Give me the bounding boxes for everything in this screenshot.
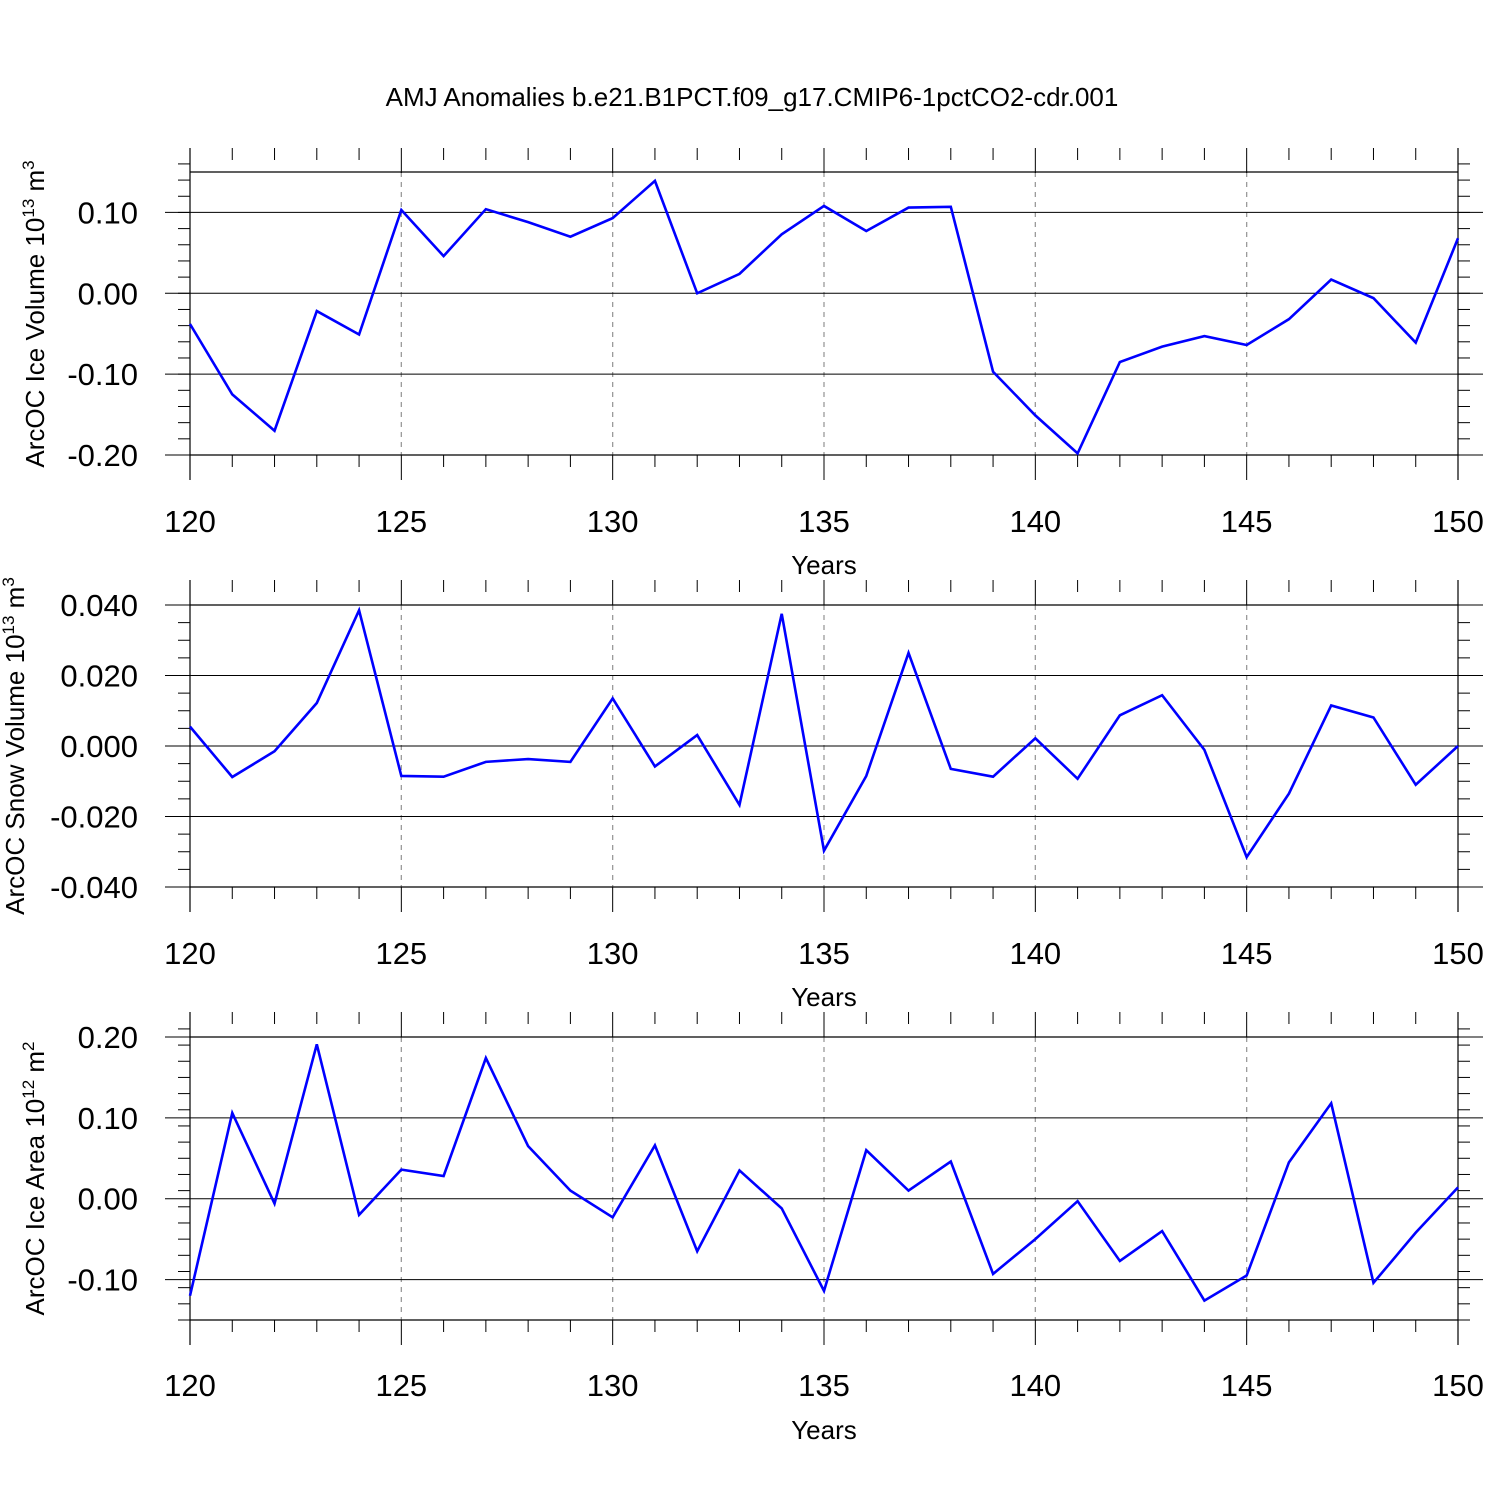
- panel-1: -0.20 -0.10 0.00 0.10 120 125 130 135 140 145 150 Y…: [19, 148, 1484, 580]
- x-tick-label: 135: [798, 1368, 850, 1403]
- x-tick-label: 125: [375, 1368, 427, 1403]
- y-tick-label: 0.000: [60, 729, 138, 764]
- panels: -0.20 -0.10 0.00 0.10 120 125 130 135 140 145 150 Y…: [0, 148, 1484, 1445]
- x-tick-label: 120: [164, 1368, 216, 1403]
- y-axis-title-exponent: 13: [19, 199, 38, 218]
- y-tick-label: -0.10: [67, 1263, 138, 1298]
- x-tick-label: 150: [1432, 504, 1484, 539]
- x-tick-label: 130: [587, 936, 639, 971]
- x-tick-label: 150: [1432, 936, 1484, 971]
- x-tick-label: 120: [164, 504, 216, 539]
- y-axis-title-exponent: 12: [19, 1080, 38, 1099]
- y-axis-title: ArcOC Snow Volume 1013 m3: [0, 577, 30, 915]
- y-axis-title-unit: m: [20, 1051, 50, 1080]
- y-tick-label: 0.00: [78, 1182, 138, 1217]
- y-axis-title-text: ArcOC Ice Area 10: [20, 1099, 50, 1316]
- y-tick-label: 0.040: [60, 588, 138, 623]
- y-axis-title: ArcOC Ice Area 1012 m2: [19, 1041, 50, 1315]
- y-tick-label: 0.10: [78, 195, 138, 230]
- x-tick-label: 145: [1221, 936, 1273, 971]
- x-tick-label: 135: [798, 504, 850, 539]
- y-tick-label: -0.040: [50, 870, 138, 905]
- y-tick-label: 0.020: [60, 659, 138, 694]
- panel-3: -0.10 0.00 0.10 0.20 120 125 130 135 140 145 150 Ye…: [19, 1012, 1484, 1445]
- y-axis-title-unit-exponent: 3: [0, 577, 18, 586]
- y-tick-label: -0.10: [67, 357, 138, 392]
- y-axis-title-unit-exponent: 3: [19, 160, 38, 169]
- x-tick-label: 130: [587, 504, 639, 539]
- y-axis-title-text: ArcOC Ice Volume 10: [20, 218, 50, 468]
- y-axis-title-unit: m: [0, 587, 30, 616]
- series-line: [188, 178, 1460, 456]
- x-tick-label: 140: [1009, 1368, 1061, 1403]
- y-axis-title-text: ArcOC Snow Volume 10: [0, 634, 30, 914]
- series-line: [189, 606, 1459, 860]
- y-axis-title: ArcOC Ice Volume 1013 m3: [19, 160, 50, 467]
- y-tick-label: -0.20: [67, 438, 138, 473]
- x-tick-label: 145: [1221, 1368, 1273, 1403]
- x-tick-label: 130: [587, 1368, 639, 1403]
- y-tick-label: 0.10: [78, 1101, 138, 1136]
- x-tick-label: 125: [375, 936, 427, 971]
- series-line: [188, 1043, 1459, 1303]
- x-axis-title: Years: [791, 982, 857, 1012]
- y-axis-title-unit-exponent: 2: [19, 1041, 38, 1050]
- y-axis-title-exponent: 13: [0, 616, 18, 635]
- x-tick-label: 140: [1009, 936, 1061, 971]
- x-axis-title: Years: [791, 1415, 857, 1445]
- panel-2: -0.040 -0.020 0.000 0.020 0.040 120 125 130 135 1…: [0, 577, 1484, 1012]
- y-axis-title-unit: m: [20, 170, 50, 199]
- x-tick-label: 150: [1432, 1368, 1484, 1403]
- y-tick-label: 0.20: [78, 1020, 138, 1055]
- x-axis-title: Years: [791, 550, 857, 580]
- x-tick-label: 125: [375, 504, 427, 539]
- x-tick-label: 145: [1221, 504, 1273, 539]
- chart-title: AMJ Anomalies b.e21.B1PCT.f09_g17.CMIP6-…: [386, 82, 1119, 112]
- x-tick-label: 135: [798, 936, 850, 971]
- x-tick-label: 120: [164, 936, 216, 971]
- x-tick-label: 140: [1009, 504, 1061, 539]
- y-tick-label: -0.020: [50, 800, 138, 835]
- y-tick-label: 0.00: [78, 276, 138, 311]
